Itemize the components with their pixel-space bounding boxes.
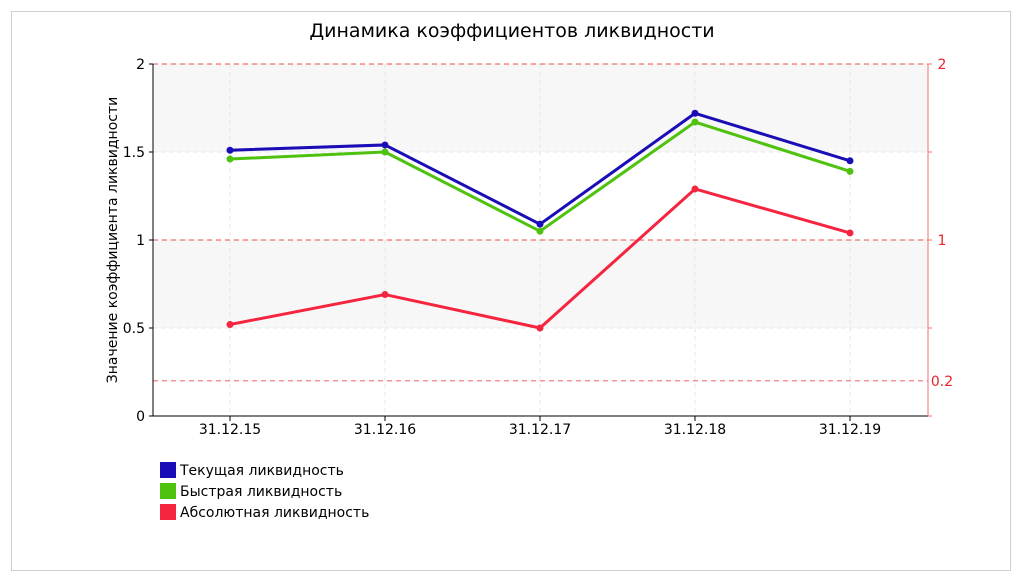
x-tick-label: 31.12.15	[199, 422, 261, 438]
data-point	[691, 185, 699, 193]
data-point	[691, 109, 699, 117]
y-tick-label: 0	[136, 409, 145, 425]
legend-label: Быстрая ликвидность	[180, 484, 342, 500]
y-tick-label: 2	[136, 57, 145, 73]
data-point	[846, 229, 854, 237]
data-point	[226, 320, 234, 328]
y-axis-label: Значение коэффициента ликвидности	[105, 97, 121, 383]
legend-swatch	[160, 504, 176, 520]
legend-label: Абсолютная ликвидность	[180, 505, 369, 521]
data-point	[536, 220, 544, 228]
data-point	[381, 291, 389, 299]
data-point	[381, 148, 389, 156]
x-tick-label: 31.12.19	[819, 422, 881, 438]
data-point	[536, 324, 544, 332]
chart-frame	[11, 11, 1011, 571]
legend-label: Текущая ликвидность	[179, 463, 344, 479]
y-tick-label: 0.5	[123, 321, 145, 337]
data-point	[846, 157, 854, 165]
y-tick-label: 1.5	[123, 145, 145, 161]
x-tick-label: 31.12.18	[664, 422, 726, 438]
data-point	[846, 167, 854, 175]
chart-title: Динамика коэффициентов ликвидности	[309, 20, 714, 42]
reference-line-label: 2	[938, 57, 947, 73]
reference-line-label: 0.2	[931, 374, 953, 390]
y-tick-label: 1	[136, 233, 145, 249]
data-point	[226, 146, 234, 154]
legend-swatch	[160, 483, 176, 499]
x-tick-label: 31.12.16	[354, 422, 416, 438]
data-point	[691, 118, 699, 126]
data-point	[536, 227, 544, 235]
legend-swatch	[160, 462, 176, 478]
data-point	[381, 141, 389, 149]
x-tick-label: 31.12.17	[509, 422, 571, 438]
reference-line-label: 1	[938, 233, 947, 249]
data-point	[226, 155, 234, 163]
